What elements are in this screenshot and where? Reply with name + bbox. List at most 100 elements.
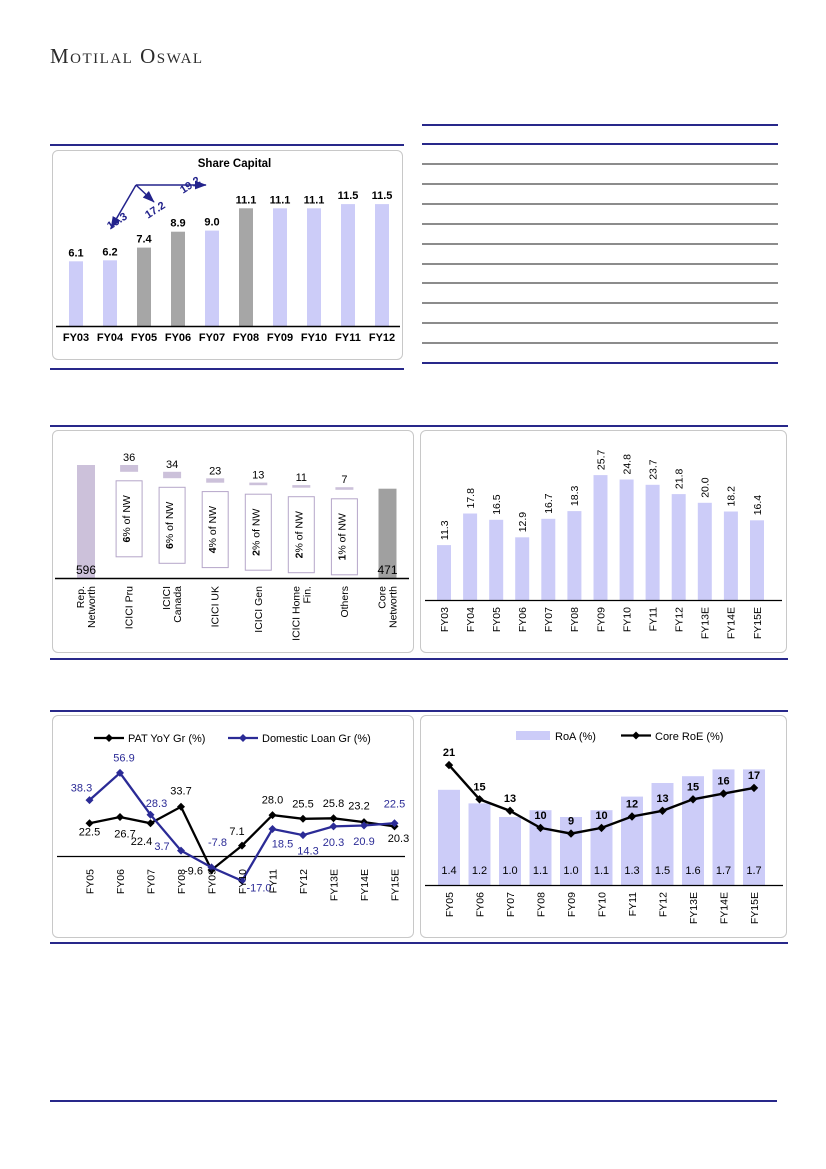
value-label: -7.8 bbox=[208, 837, 227, 849]
pct-box bbox=[287, 496, 315, 574]
bar bbox=[438, 789, 460, 885]
notes-rule-gray bbox=[422, 242, 778, 245]
axis-label: FY10 bbox=[301, 332, 327, 344]
value-label: 9 bbox=[568, 816, 574, 828]
marker-diamond bbox=[146, 810, 155, 819]
value-label: 56.9 bbox=[113, 752, 134, 764]
section-divider bbox=[50, 942, 788, 944]
value-label: 15 bbox=[687, 781, 699, 793]
axis-label: FY13E bbox=[700, 607, 712, 639]
value-label: 15 bbox=[473, 781, 485, 793]
legend-label: RoA (%) bbox=[555, 731, 596, 743]
value-label: 17 bbox=[748, 770, 760, 782]
value-label: 22.5 bbox=[79, 827, 100, 839]
marker-diamond bbox=[146, 819, 155, 828]
value-label: 1.4 bbox=[441, 865, 456, 877]
axis-label: FY08 bbox=[536, 892, 548, 917]
bar bbox=[682, 776, 704, 885]
value-label: 13 bbox=[252, 470, 264, 482]
bar bbox=[437, 545, 451, 600]
value-label: 1.0 bbox=[563, 865, 578, 877]
deduction-bar bbox=[335, 487, 354, 490]
axis-label: FY05 bbox=[444, 892, 456, 917]
value-label: 1.2 bbox=[472, 865, 487, 877]
pct-label: 4% of NW bbox=[207, 506, 219, 553]
pct-label: 6% of NW bbox=[164, 502, 176, 549]
marker-diamond bbox=[177, 802, 185, 811]
value-label: 11.1 bbox=[270, 194, 291, 206]
deduction-bar bbox=[163, 471, 182, 479]
bar bbox=[567, 511, 582, 600]
value-label: 7.4 bbox=[136, 234, 152, 246]
section-divider bbox=[50, 658, 788, 660]
axis-label: FY03 bbox=[63, 332, 89, 344]
value-label: 13 bbox=[656, 793, 668, 805]
value-label: 25.7 bbox=[595, 450, 607, 471]
legend-label: Domestic Loan Gr (%) bbox=[262, 733, 371, 745]
axis-label: FY07 bbox=[146, 869, 158, 894]
notes-rule-gray bbox=[422, 282, 778, 285]
marker-diamond bbox=[238, 841, 246, 850]
axis-label: Fin. bbox=[301, 586, 313, 604]
axis-label: FY11 bbox=[268, 869, 280, 893]
deduction-bar bbox=[206, 478, 225, 483]
value-label: 23 bbox=[209, 465, 221, 477]
notes-rule-gray bbox=[422, 222, 778, 225]
value-label: 34 bbox=[166, 459, 178, 471]
value-label: 13 bbox=[504, 793, 516, 805]
section-divider bbox=[50, 710, 788, 712]
fy-bar-chart: 11.3 FY03 17.8 FY04 16.5 FY05 12.9 FY06 16.7 FY07… bbox=[420, 430, 787, 653]
notes-rule-gray bbox=[422, 322, 778, 325]
axis-label: FY11 bbox=[627, 892, 639, 916]
value-label: 6.2 bbox=[102, 246, 117, 258]
axis-label: FY09 bbox=[566, 892, 578, 917]
marker-diamond bbox=[238, 876, 246, 885]
value-label: 12 bbox=[626, 799, 638, 811]
growth-label: 17.2 bbox=[143, 200, 168, 222]
growth-arrow bbox=[135, 184, 155, 203]
chart-title: Share Capital bbox=[198, 158, 272, 170]
marker-diamond bbox=[177, 846, 185, 855]
value-label: 7.1 bbox=[229, 826, 244, 838]
value-label: 18.5 bbox=[272, 839, 293, 851]
pct-box bbox=[201, 491, 229, 569]
bar bbox=[645, 484, 660, 600]
marker-diamond bbox=[390, 819, 399, 828]
value-label: 20.3 bbox=[323, 837, 344, 849]
value-label: 38.3 bbox=[71, 783, 92, 795]
networth-waterfall-chart: 36 6% of NW 34 6% of NW 23 4% of NW 13 2% of NW… bbox=[52, 430, 414, 653]
pct-label: 2% of NW bbox=[250, 508, 262, 555]
axis-label: FY09 bbox=[267, 332, 293, 344]
bar bbox=[499, 817, 521, 885]
value-label: 11 bbox=[296, 472, 307, 484]
bar bbox=[697, 502, 712, 600]
axis-label: FY14E bbox=[719, 892, 731, 924]
legend-label: PAT YoY Gr (%) bbox=[128, 733, 205, 745]
value-label: 1.6 bbox=[685, 865, 700, 877]
axis-label: FY06 bbox=[517, 607, 529, 632]
value-label: 16 bbox=[717, 776, 729, 788]
value-label: -17.0 bbox=[246, 882, 271, 894]
value-label: 23.2 bbox=[348, 801, 369, 813]
value-label: 28.3 bbox=[146, 798, 167, 810]
bar bbox=[560, 817, 582, 885]
notes-rule-gray bbox=[422, 302, 778, 305]
axis-label: FY05 bbox=[491, 607, 503, 632]
marker-diamond bbox=[239, 734, 247, 742]
marker-diamond bbox=[105, 734, 113, 742]
value-label: 24.8 bbox=[621, 454, 633, 475]
axis-label: FY06 bbox=[115, 869, 127, 894]
section-divider bbox=[50, 425, 788, 427]
value-label: 23.7 bbox=[647, 459, 659, 480]
axis-label: FY05 bbox=[85, 869, 97, 894]
axis-label: FY10 bbox=[621, 607, 633, 632]
marker-diamond bbox=[597, 823, 606, 833]
value-label: 33.7 bbox=[170, 785, 191, 797]
marker-diamond bbox=[360, 821, 368, 830]
bar bbox=[750, 520, 764, 600]
value-label: 7 bbox=[341, 474, 347, 486]
marker-diamond bbox=[299, 831, 307, 840]
growth-label: 16.3 bbox=[105, 211, 130, 233]
value-label: 1.3 bbox=[624, 865, 639, 877]
